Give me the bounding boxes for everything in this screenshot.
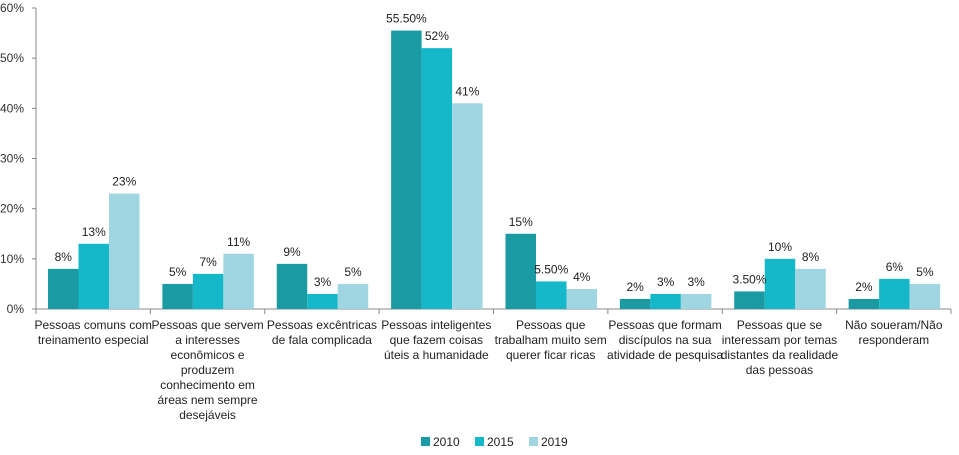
- data-label: 15%: [509, 215, 533, 229]
- category-label: Pessoas inteligentes que fazem coisas út…: [381, 318, 492, 362]
- bar: [734, 291, 765, 309]
- data-label: 11%: [227, 235, 250, 249]
- bar: [109, 193, 140, 309]
- y-tick-label: 50%: [0, 51, 24, 65]
- category-label: Pessoas que se interessam por temas dist…: [720, 318, 839, 377]
- category-label: Pessoas que servem a interesses econômic…: [151, 318, 264, 422]
- data-label: 8%: [802, 250, 820, 264]
- legend-label: 2015: [487, 435, 514, 449]
- legend-label: 2019: [541, 435, 568, 449]
- category-label: Pessoas que trabalham muito sem querer f…: [494, 318, 607, 362]
- bar: [391, 30, 422, 309]
- legend-label: 2010: [433, 435, 460, 449]
- bar: [505, 233, 536, 309]
- data-label: 3.50%: [732, 272, 766, 286]
- data-label: 52%: [425, 29, 449, 43]
- y-tick-label: 40%: [0, 101, 24, 115]
- bar: [452, 103, 483, 309]
- bar: [421, 48, 453, 310]
- y-tick-label: 30%: [0, 152, 24, 166]
- data-label: 41%: [455, 84, 479, 98]
- data-label: 13%: [82, 225, 106, 239]
- category-label: Pessoas que formam discípulos na sua ati…: [607, 318, 724, 362]
- data-label: 5%: [344, 265, 362, 279]
- bar: [764, 258, 796, 309]
- bar: [48, 268, 79, 309]
- category-label: Pessoas comuns com treinamento especial: [34, 318, 152, 347]
- category-label: Não soueram/Não responderam: [845, 318, 943, 347]
- bar: [276, 263, 308, 309]
- data-label: 5%: [916, 265, 934, 279]
- y-tick-label: 10%: [0, 252, 24, 266]
- bar: [848, 298, 880, 309]
- data-label: 8%: [55, 250, 73, 264]
- category-label: Pessoas excêntricas de fala complicada: [266, 318, 377, 347]
- data-label: 7%: [199, 255, 217, 269]
- legend-swatch: [475, 437, 484, 446]
- bars: [48, 30, 941, 310]
- y-tick-label: 0%: [7, 302, 25, 316]
- data-label: 23%: [112, 175, 136, 189]
- bar: [566, 288, 597, 309]
- bar: [909, 283, 941, 309]
- bar: [307, 293, 338, 309]
- data-label: 5%: [169, 265, 187, 279]
- legend: 2010 2015 2019: [421, 435, 568, 449]
- bar: [192, 273, 224, 309]
- bar: [879, 278, 910, 309]
- legend-swatch: [529, 437, 538, 446]
- data-label: 2%: [855, 280, 873, 294]
- data-label: 2%: [626, 280, 644, 294]
- data-label: 10%: [768, 240, 792, 254]
- data-labels: 8% 5% 9% 55.50% 15% 2% 3.50% 2% 13% 7% 3% 52% 5.50% 3…: [55, 12, 934, 294]
- data-label: 5.50%: [534, 262, 568, 276]
- legend-swatch: [421, 437, 430, 446]
- bar: [619, 298, 651, 309]
- bar: [337, 283, 369, 309]
- bar: [795, 268, 826, 309]
- data-label: 3%: [657, 275, 675, 289]
- data-label: 9%: [283, 245, 301, 259]
- y-tick-label: 20%: [0, 202, 24, 216]
- data-label: 4%: [573, 270, 591, 284]
- data-label: 3%: [687, 275, 705, 289]
- bar: [680, 293, 712, 309]
- data-label: 6%: [886, 260, 904, 274]
- bar: [650, 293, 681, 309]
- data-label: 55.50%: [386, 12, 427, 26]
- bar: [78, 243, 109, 309]
- data-label: 3%: [314, 275, 332, 289]
- bar: [223, 253, 254, 309]
- bar: [162, 283, 193, 309]
- y-tick-label: 60%: [0, 1, 24, 15]
- bar: [536, 281, 567, 309]
